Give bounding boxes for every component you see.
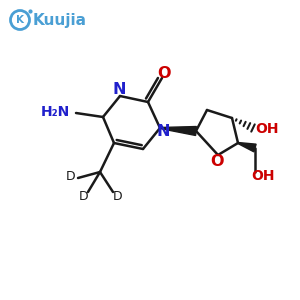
Text: N: N	[156, 124, 170, 140]
Text: D: D	[113, 190, 123, 203]
Text: D: D	[66, 170, 76, 184]
Text: Kuujia: Kuujia	[33, 13, 87, 28]
Text: D: D	[79, 190, 89, 203]
Polygon shape	[160, 127, 196, 136]
Text: N: N	[112, 82, 126, 98]
Text: O: O	[210, 154, 224, 169]
Polygon shape	[238, 142, 256, 152]
Text: K: K	[16, 15, 24, 25]
Text: O: O	[157, 65, 171, 80]
Text: OH: OH	[255, 122, 279, 136]
Text: OH: OH	[251, 169, 275, 183]
Text: H₂N: H₂N	[41, 105, 70, 119]
